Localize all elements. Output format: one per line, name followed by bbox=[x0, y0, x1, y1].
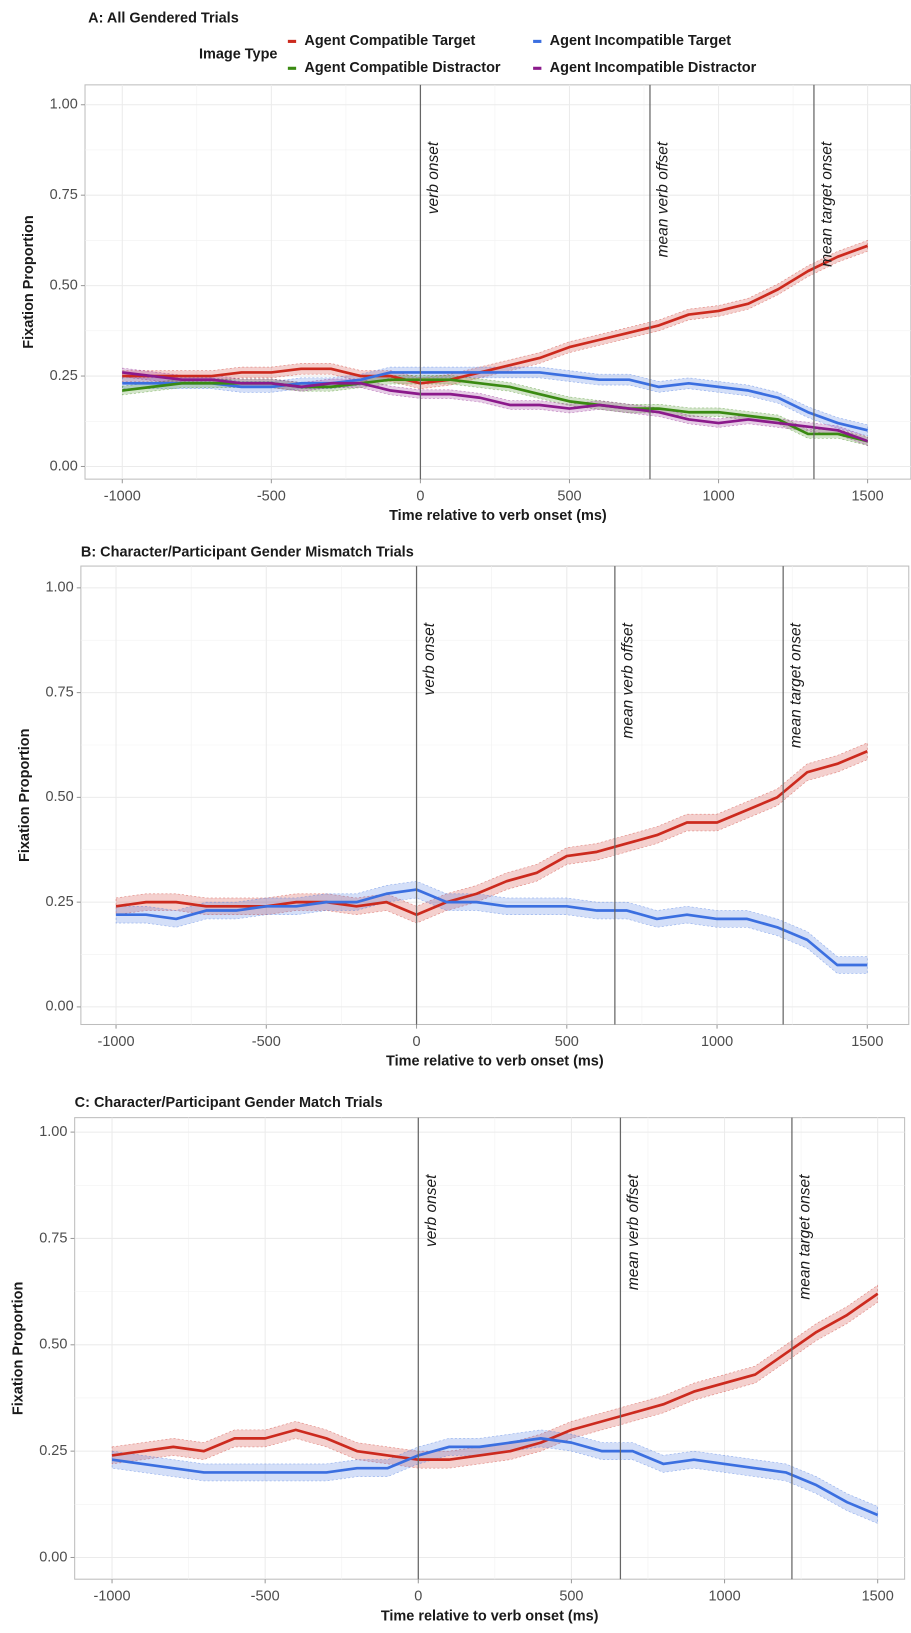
plot-background bbox=[80, 565, 910, 1026]
y-axis-label: Fixation Proportion bbox=[17, 729, 33, 862]
x-tick-label: 0 bbox=[416, 489, 424, 505]
y-tick-label: 1.00 bbox=[50, 97, 78, 113]
series-line bbox=[111, 1292, 879, 1461]
series-line bbox=[116, 888, 868, 967]
reference-label: verb onset bbox=[423, 1174, 440, 1247]
y-tick-label: 0.25 bbox=[45, 894, 73, 910]
x-tick-label: 1000 bbox=[701, 1034, 733, 1050]
y-tick-label: 0.75 bbox=[39, 1230, 67, 1246]
reference-label: mean verb offset bbox=[655, 141, 672, 257]
x-axis-label: Time relative to verb onset (ms) bbox=[381, 1608, 599, 1624]
reference-label: mean verb offset bbox=[619, 622, 636, 738]
chart-title: B: Character/Participant Gender Mismatch… bbox=[81, 544, 414, 560]
x-tick-label: 1000 bbox=[702, 489, 734, 505]
reference-label: mean verb offset bbox=[625, 1174, 642, 1290]
y-tick-label: 0.25 bbox=[39, 1443, 67, 1459]
x-tick-label: -1000 bbox=[104, 489, 141, 505]
reference-label: verb onset bbox=[421, 622, 438, 695]
series-line bbox=[111, 1437, 879, 1517]
x-tick-label: 1500 bbox=[852, 489, 884, 505]
series-line bbox=[115, 750, 868, 917]
confidence-ribbon bbox=[111, 1429, 878, 1524]
legend-title: Image Type bbox=[199, 47, 278, 63]
y-tick-label: 0.50 bbox=[39, 1337, 67, 1353]
legend-label: Agent Incompatible Distractor bbox=[550, 60, 757, 76]
confidence-ribbon bbox=[121, 239, 868, 390]
x-tick-label: -500 bbox=[251, 1589, 280, 1605]
reference-label: mean target onset bbox=[796, 1174, 813, 1300]
y-tick-label: 0.75 bbox=[50, 187, 78, 203]
plot-background bbox=[74, 1117, 906, 1580]
y-tick-label: 0.75 bbox=[45, 684, 73, 700]
chart-title: A: All Gendered Trials bbox=[88, 10, 239, 26]
x-tick-label: 0 bbox=[414, 1589, 422, 1605]
y-axis-label: Fixation Proportion bbox=[21, 215, 37, 348]
series-line bbox=[122, 371, 868, 432]
x-tick-label: 1000 bbox=[708, 1589, 740, 1605]
y-tick-label: 0.00 bbox=[39, 1549, 67, 1565]
legend-label: Agent Incompatible Target bbox=[550, 33, 732, 49]
x-tick-label: 1500 bbox=[851, 1034, 883, 1050]
legend-label: Agent Compatible Target bbox=[304, 33, 475, 49]
x-tick-label: -1000 bbox=[98, 1034, 135, 1050]
x-tick-label: -1000 bbox=[94, 1589, 131, 1605]
y-tick-label: 0.25 bbox=[50, 368, 78, 384]
y-tick-label: 1.00 bbox=[39, 1124, 67, 1140]
x-tick-label: 0 bbox=[413, 1034, 421, 1050]
x-axis-label: Time relative to verb onset (ms) bbox=[386, 1054, 604, 1070]
legend-label: Agent Compatible Distractor bbox=[304, 60, 501, 76]
y-tick-label: 0.00 bbox=[50, 458, 78, 474]
x-tick-label: 500 bbox=[555, 1034, 579, 1050]
x-tick-label: -500 bbox=[257, 489, 286, 505]
reference-label: verb onset bbox=[425, 141, 442, 214]
plot-background bbox=[84, 84, 911, 480]
y-tick-label: 0.50 bbox=[45, 789, 73, 805]
y-tick-label: 0.50 bbox=[50, 277, 78, 293]
reference-label: mean target onset bbox=[788, 622, 805, 748]
reference-label: mean target onset bbox=[818, 141, 835, 267]
y-tick-label: 1.00 bbox=[45, 580, 73, 596]
series-line bbox=[122, 371, 869, 443]
x-tick-label: 500 bbox=[559, 1589, 583, 1605]
x-axis-label: Time relative to verb onset (ms) bbox=[389, 508, 607, 524]
x-tick-label: 1500 bbox=[862, 1589, 894, 1605]
x-tick-label: 500 bbox=[557, 489, 581, 505]
chart-title: C: Character/Participant Gender Match Tr… bbox=[75, 1095, 383, 1111]
x-tick-label: -500 bbox=[252, 1034, 281, 1050]
y-axis-label: Fixation Proportion bbox=[11, 1282, 27, 1415]
y-tick-label: 0.00 bbox=[45, 999, 73, 1015]
series-line bbox=[122, 244, 869, 385]
